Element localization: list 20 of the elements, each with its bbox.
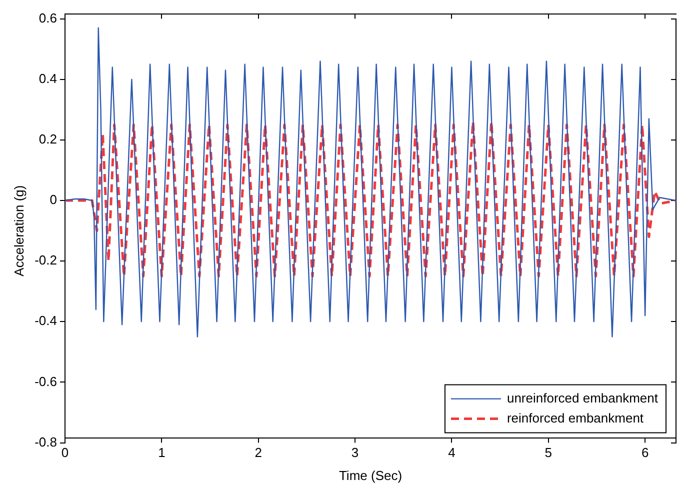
y-tick-label: 0 (50, 192, 57, 208)
x-tick-label: 4 (448, 445, 456, 460)
x-tick-label: 0 (61, 445, 69, 460)
y-tick-label: -0.8 (34, 434, 57, 450)
y-tick-label: -0.6 (34, 374, 57, 389)
x-tick-label: 6 (641, 445, 649, 460)
x-tick-label: 3 (351, 445, 359, 460)
x-axis-title: Time (Sec) (338, 468, 402, 483)
x-tick-label: 5 (544, 445, 552, 460)
x-tick-label: 1 (158, 445, 166, 460)
legend-label: reinforced embankment (506, 410, 644, 426)
y-tick-label: -0.4 (34, 313, 57, 328)
y-tick-label: 0.6 (38, 10, 57, 26)
x-tick-label: 2 (254, 445, 262, 460)
legend-label: unreinforced embankment (506, 390, 658, 406)
y-tick-label: 0.4 (38, 70, 57, 86)
line-series (65, 120, 676, 278)
y-axis-title: Acceleration (g) (11, 185, 26, 276)
y-tick-label: 0.2 (38, 132, 57, 147)
y-tick-label: -0.2 (34, 252, 57, 268)
